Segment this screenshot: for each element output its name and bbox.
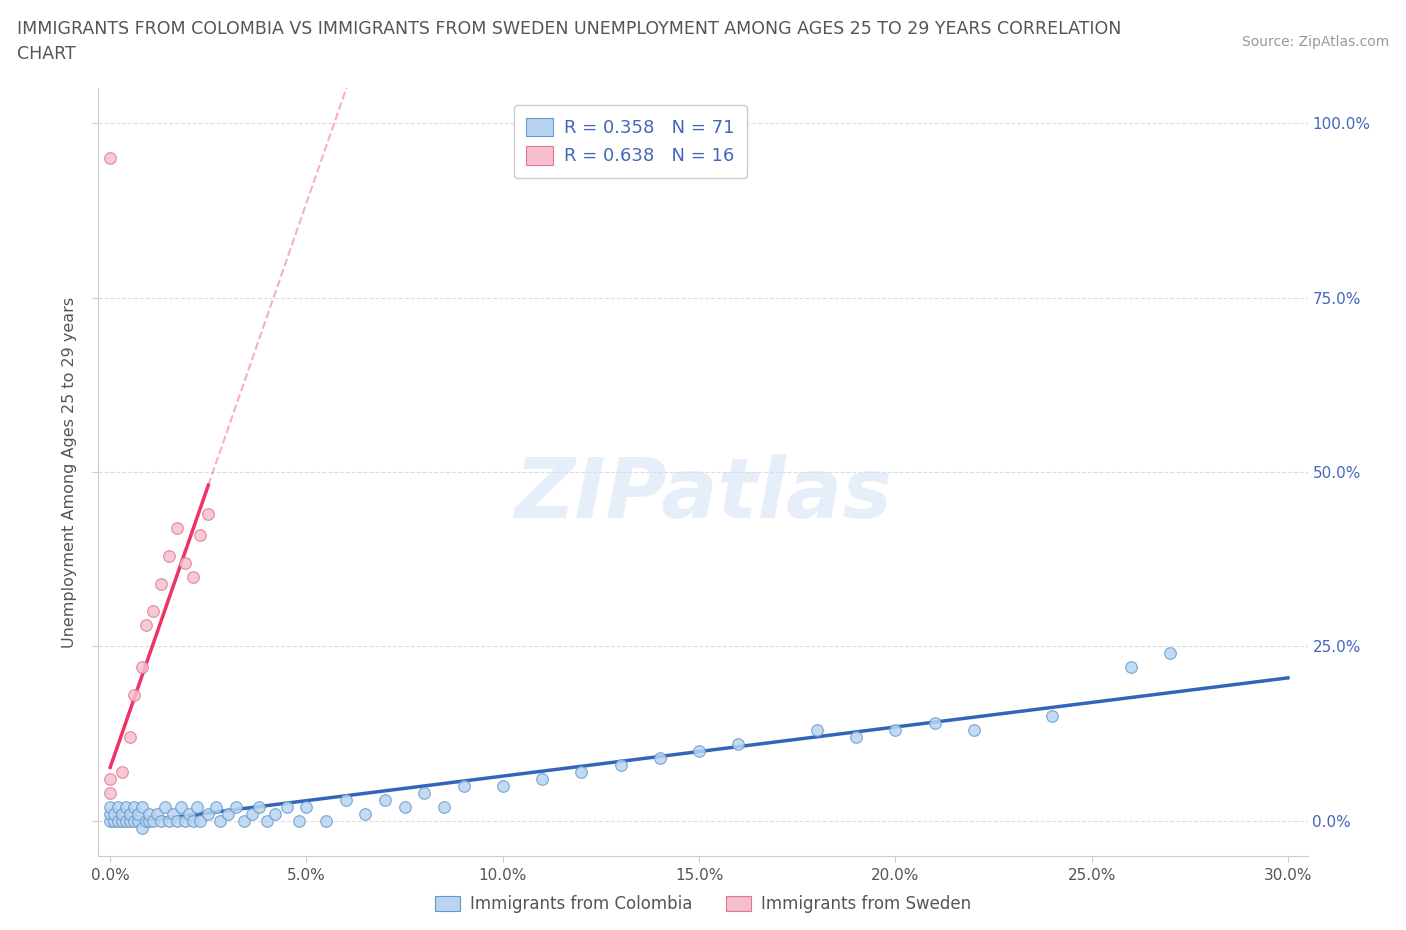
Point [150,576,173,591]
Point [963,723,986,737]
Point [806,723,828,737]
Point [166,521,188,536]
Point [127,806,149,821]
Point [1042,709,1064,724]
Point [111,764,134,779]
Point [569,764,592,779]
Point [394,800,416,815]
Point [197,507,219,522]
Point [232,813,254,829]
Point [413,785,436,800]
Point [107,813,129,829]
Point [648,751,671,765]
Point [98,813,121,829]
Point [492,778,515,793]
Point [103,813,125,829]
Point [197,806,219,821]
Point [884,723,907,737]
Point [170,800,193,815]
Point [374,792,396,807]
Text: Source: ZipAtlas.com: Source: ZipAtlas.com [1241,35,1389,49]
Point [181,813,204,829]
Point [247,800,270,815]
Point [225,800,247,815]
Point [122,800,145,815]
Point [335,792,357,807]
Point [127,813,149,829]
Point [276,800,298,815]
Point [118,806,141,821]
Point [122,813,145,829]
Point [115,813,138,829]
Point [173,813,195,829]
Point [1159,646,1181,661]
Point [150,813,173,829]
Point [153,800,176,815]
Point [727,737,749,751]
Point [190,813,212,829]
Text: IMMIGRANTS FROM COLOMBIA VS IMMIGRANTS FROM SWEDEN UNEMPLOYMENT AMONG AGES 25 TO: IMMIGRANTS FROM COLOMBIA VS IMMIGRANTS F… [17,20,1121,38]
Point [181,569,204,584]
Point [688,744,710,759]
Point [1119,660,1142,675]
Point [111,806,134,821]
Point [287,813,309,829]
Point [98,151,121,166]
Point [609,757,631,772]
Point [157,549,180,564]
Point [142,813,165,829]
Point [138,806,160,821]
Point [118,729,141,744]
Point [98,772,121,787]
Point [122,688,145,703]
Point [217,806,239,821]
Point [295,800,318,815]
Point [190,527,212,542]
Point [177,806,200,821]
Point [186,800,208,815]
Point [209,813,232,829]
Point [118,813,141,829]
Legend: R = 0.358   N = 71, R = 0.638   N = 16: R = 0.358 N = 71, R = 0.638 N = 16 [513,105,748,178]
Point [453,778,475,793]
Point [264,806,287,821]
Point [162,806,184,821]
Point [135,618,157,633]
Point [166,813,188,829]
Point [111,813,134,829]
Point [115,800,138,815]
Text: ZIPatlas: ZIPatlas [515,455,891,536]
Point [256,813,278,829]
Point [142,604,165,619]
Text: CHART: CHART [17,45,76,62]
Point [433,800,456,815]
Point [131,800,153,815]
Point [354,806,377,821]
Point [845,729,868,744]
Point [103,806,125,821]
Point [173,555,195,570]
Point [98,785,121,800]
Point [924,716,946,731]
Point [98,806,121,821]
Point [157,813,180,829]
Point [98,800,121,815]
Y-axis label: Unemployment Among Ages 25 to 29 years: Unemployment Among Ages 25 to 29 years [62,297,77,647]
Point [131,660,153,675]
Point [240,806,263,821]
Legend: Immigrants from Colombia, Immigrants from Sweden: Immigrants from Colombia, Immigrants fro… [427,887,979,922]
Point [138,813,160,829]
Point [531,772,554,787]
Point [146,806,169,821]
Point [107,800,129,815]
Point [135,813,157,829]
Point [205,800,228,815]
Point [315,813,337,829]
Point [131,820,153,835]
